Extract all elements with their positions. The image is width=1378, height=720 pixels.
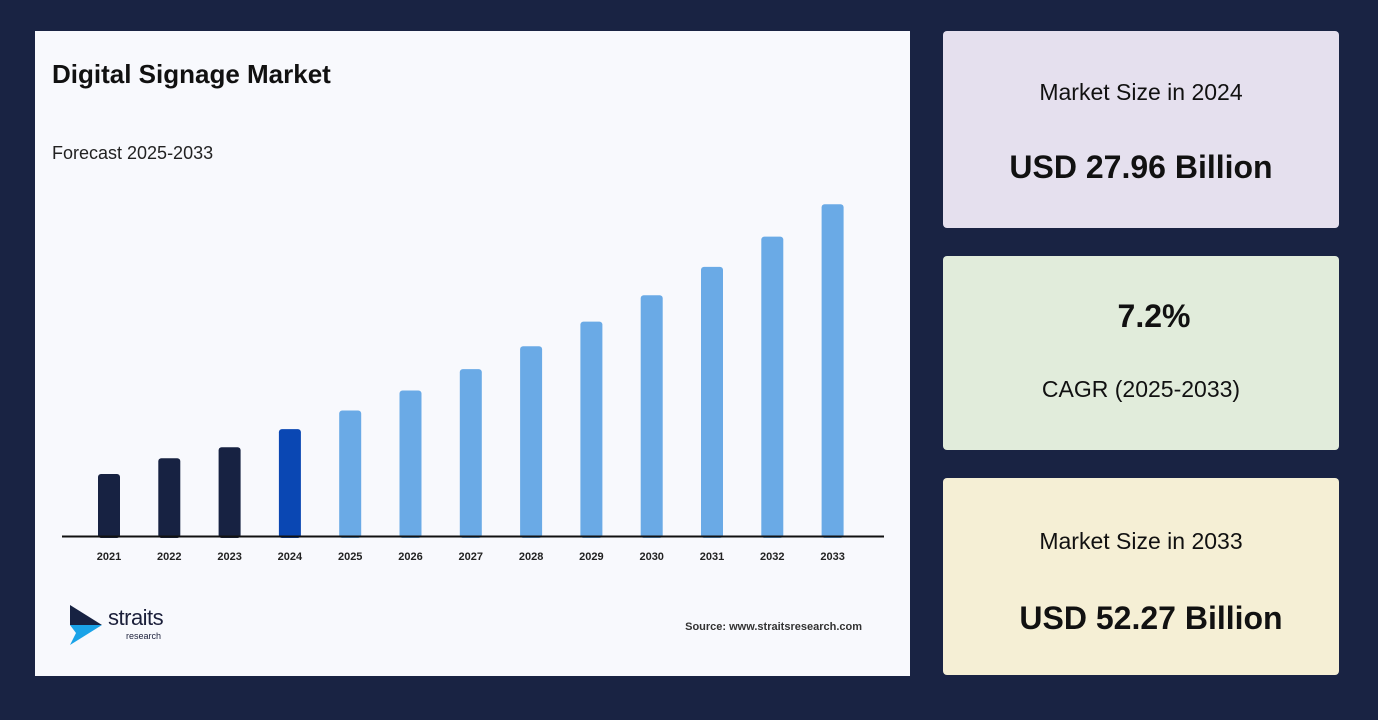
- bar-chart: 2021 2022 2023 2024 2025 2026 2027 2028 2029 2030…: [62, 204, 884, 563]
- straits-logo: straits research: [68, 603, 188, 648]
- x-tick-label: 2025: [338, 551, 362, 563]
- logo-name: straits: [108, 605, 164, 630]
- market-size-2024-card: Market Size in 2024 USD 27.96 Billion: [943, 31, 1339, 228]
- bar-2022: [158, 458, 181, 538]
- bar-2021: [98, 474, 120, 538]
- chart-panel: Digital Signage Market Forecast 2025-203…: [35, 31, 910, 676]
- x-tick-label: 2033: [820, 551, 844, 563]
- logo-sub: research: [126, 631, 162, 641]
- bar-2029: [580, 321, 603, 538]
- card-label: Market Size in 2033: [1039, 528, 1243, 554]
- x-tick-label: 2023: [217, 551, 241, 563]
- bar-2026: [399, 390, 422, 538]
- x-tick-label: 2021: [97, 551, 121, 563]
- bar-2028: [520, 346, 543, 538]
- logo-arrow-icon: [70, 605, 102, 645]
- card-value: USD 27.96 Billion: [1009, 149, 1273, 185]
- bar-2025: [339, 410, 362, 538]
- x-tick-label: 2027: [459, 551, 483, 563]
- card-value: USD 52.27 Billion: [1019, 600, 1283, 636]
- card-value: 7.2%: [1117, 298, 1191, 334]
- market-size-2033-card: Market Size in 2033 USD 52.27 Billion: [943, 478, 1339, 675]
- x-tick-label: 2030: [639, 551, 663, 563]
- bar-2023: [218, 447, 241, 538]
- source-text: Source: www.straitsresearch.com: [685, 621, 862, 633]
- cagr-card: 7.2% CAGR (2025-2033): [943, 256, 1339, 450]
- x-tick-label: 2028: [519, 551, 543, 563]
- card-label: Market Size in 2024: [1039, 79, 1243, 105]
- x-tick-label: 2026: [398, 551, 422, 563]
- bar-2027: [459, 369, 482, 538]
- x-tick-label: 2029: [579, 551, 603, 563]
- x-tick-label: 2032: [760, 551, 784, 563]
- bar-2030: [640, 295, 663, 538]
- x-tick-label: 2031: [700, 551, 724, 563]
- chart-title: Digital Signage Market: [52, 59, 331, 89]
- chart-subtitle: Forecast 2025-2033: [52, 143, 214, 163]
- card-label: CAGR (2025-2033): [1041, 376, 1241, 402]
- bar-2031: [701, 266, 723, 538]
- x-tick-label: 2022: [157, 551, 181, 563]
- x-tick-label: 2024: [278, 551, 303, 563]
- bar-2033: [821, 204, 844, 538]
- bar-2032: [761, 236, 784, 539]
- bar-2024: [278, 429, 301, 538]
